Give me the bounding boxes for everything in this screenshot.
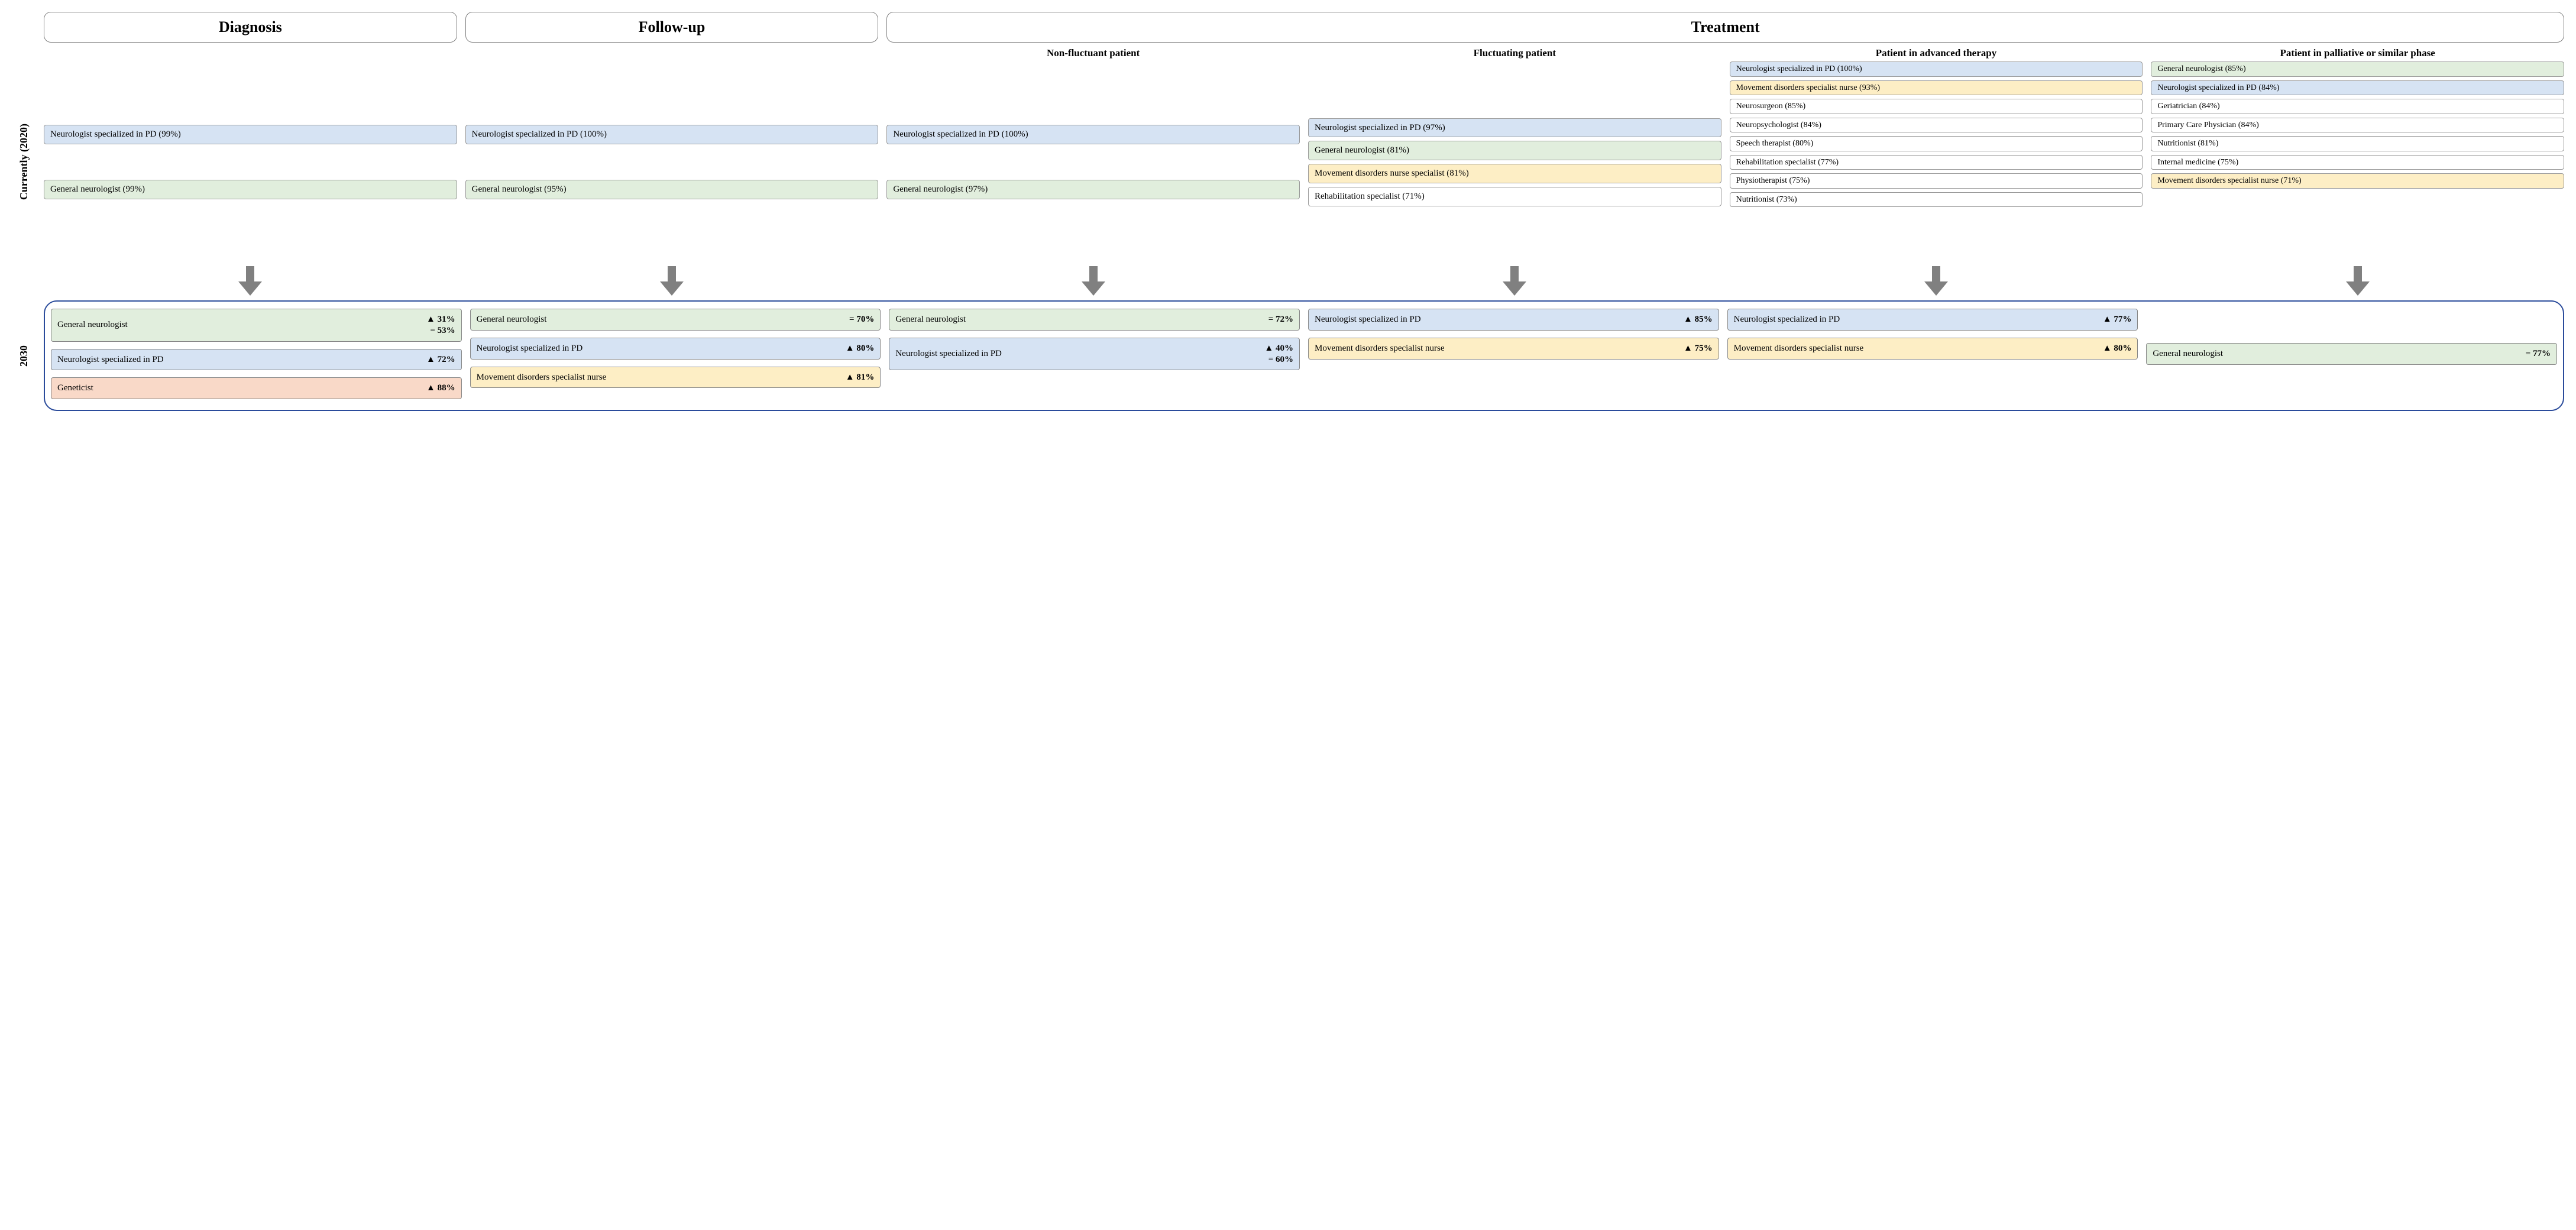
future-item-value: = 70% [849,314,874,325]
future-item-box: Neurologist specialized in PD ▲ 80% [470,338,881,360]
col-current-palliative: General neurologist (85%) Neurologist spe… [2151,62,2564,189]
item-box: Movement disorders specialist nurse (93%… [1730,80,2143,96]
col-future-followup: General neurologist = 70% Neurologist spec… [470,309,881,403]
future-item-label: Movement disorders specialist nurse [1315,343,1679,354]
rowlabel-current: Currently (2020) [18,124,30,200]
future-item-value: ▲ 81% [846,372,875,383]
future-item-value: ▲ 72% [426,354,455,365]
item-box: Physiotherapist (75%) [1730,173,2143,189]
future-item-value: = 77% [2526,348,2551,360]
item-box: Neurologist specialized in PD (100%) [886,125,1300,144]
future-item-box: Geneticist ▲ 88% [51,377,462,399]
future-item-value: ▲ 80% [2103,343,2132,354]
item-box: Nutritionist (73%) [1730,192,2143,208]
item-box: General neurologist (97%) [886,180,1300,199]
item-box: Rehabilitation specialist (71%) [1308,187,1721,206]
header-followup: Follow-up [465,12,879,43]
arrow-nonfluct [886,263,1300,300]
item-box: Rehabilitation specialist (77%) [1730,155,2143,170]
future-item-label: General neurologist [477,314,844,325]
col-current-followup: Neurologist specialized in PD (100%) Gene… [465,62,879,263]
col-future-fluct: Neurologist specialized in PD ▲ 85% Moveme… [1308,309,1719,403]
arrow-diagnosis [44,263,457,300]
future-container: General neurologist ▲ 31%= 53% Neurologist… [44,300,2564,411]
future-item-box: General neurologist ▲ 31%= 53% [51,309,462,342]
future-item-label: Neurologist specialized in PD [477,343,841,354]
future-item-label: Neurologist specialized in PD [1734,314,2098,325]
future-item-label: General neurologist [2153,348,2520,360]
col-future-advanced: Neurologist specialized in PD ▲ 77% Moveme… [1727,309,2138,403]
future-item-label: Neurologist specialized in PD [1315,314,1679,325]
col-current-fluct: Neurologist specialized in PD (97%) Gener… [1308,62,1721,263]
future-item-value: ▲ 31%= 53% [426,314,455,336]
item-box: Movement disorders specialist nurse (71%… [2151,173,2564,189]
future-item-value: ▲ 75% [1684,343,1713,354]
future-item-box: Neurologist specialized in PD ▲ 85% [1308,309,1719,331]
item-box: General neurologist (95%) [465,180,879,199]
item-box: Movement disorders nurse specialist (81%… [1308,164,1721,183]
future-item-value: ▲ 77% [2103,314,2132,325]
col-current-diagnosis: Neurologist specialized in PD (99%) Gener… [44,62,457,263]
item-box: Primary Care Physician (84%) [2151,118,2564,133]
item-box: Neurologist specialized in PD (99%) [44,125,457,144]
item-box: Neurosurgeon (85%) [1730,99,2143,114]
arrow-advanced [1730,263,2143,300]
item-box: General neurologist (99%) [44,180,457,199]
col-future-palliative: General neurologist = 77% [2146,309,2557,403]
header-diagnosis: Diagnosis [44,12,457,43]
rowlabel-future: 2030 [18,345,30,367]
future-item-label: Neurologist specialized in PD [57,354,422,365]
arrow-fluct [1308,263,1721,300]
future-item-label: General neurologist [57,319,422,331]
future-item-label: General neurologist [895,314,1263,325]
sub-palliative: Patient in palliative or similar phase [2151,43,2564,62]
item-box: Nutritionist (81%) [2151,136,2564,151]
future-item-box: Movement disorders specialist nurse ▲ 81% [470,367,881,389]
future-item-value: ▲ 80% [846,343,875,354]
future-item-value: ▲ 88% [426,383,455,394]
diagram-grid: Diagnosis Follow-up Treatment Non-fluctu… [12,12,2564,411]
item-box: Neurologist specialized in PD (100%) [1730,62,2143,77]
col-future-nonfluct: General neurologist = 72% Neurologist spec… [889,309,1300,403]
future-item-label: Movement disorders specialist nurse [477,372,841,383]
item-box: General neurologist (85%) [2151,62,2564,77]
item-box: Neurologist specialized in PD (97%) [1308,118,1721,138]
future-item-value: ▲ 85% [1684,314,1713,325]
future-item-box: Neurologist specialized in PD ▲ 77% [1727,309,2138,331]
col-future-diagnosis: General neurologist ▲ 31%= 53% Neurologist… [51,309,462,403]
future-item-box: General neurologist = 72% [889,309,1300,331]
item-box: Neurologist specialized in PD (84%) [2151,80,2564,96]
future-item-value: ▲ 40%= 60% [1264,343,1293,365]
item-box: Neurologist specialized in PD (100%) [465,125,879,144]
future-item-label: Geneticist [57,383,422,394]
future-item-box: Movement disorders specialist nurse ▲ 75% [1308,338,1719,360]
future-item-box: Neurologist specialized in PD ▲ 40%= 60% [889,338,1300,371]
future-item-box: General neurologist = 70% [470,309,881,331]
header-treatment: Treatment [886,12,2564,43]
future-item-label: Movement disorders specialist nurse [1734,343,2098,354]
item-box: Neuropsychologist (84%) [1730,118,2143,133]
sub-fluct: Fluctuating patient [1308,43,1721,62]
arrow-followup [465,263,879,300]
item-box: Geriatrician (84%) [2151,99,2564,114]
future-item-label: Neurologist specialized in PD [895,348,1260,360]
col-current-nonfluct: Neurologist specialized in PD (100%) Gene… [886,62,1300,263]
col-current-advanced: Neurologist specialized in PD (100%) Move… [1730,62,2143,207]
sub-nonfluct: Non-fluctuant patient [886,43,1300,62]
item-box: General neurologist (81%) [1308,141,1721,160]
sub-advanced: Patient in advanced therapy [1730,43,2143,62]
future-item-box: General neurologist = 77% [2146,343,2557,365]
arrow-palliative [2151,263,2564,300]
future-item-value: = 72% [1268,314,1293,325]
future-item-box: Movement disorders specialist nurse ▲ 80% [1727,338,2138,360]
future-item-box: Neurologist specialized in PD ▲ 72% [51,349,462,371]
item-box: Speech therapist (80%) [1730,136,2143,151]
item-box: Internal medicine (75%) [2151,155,2564,170]
